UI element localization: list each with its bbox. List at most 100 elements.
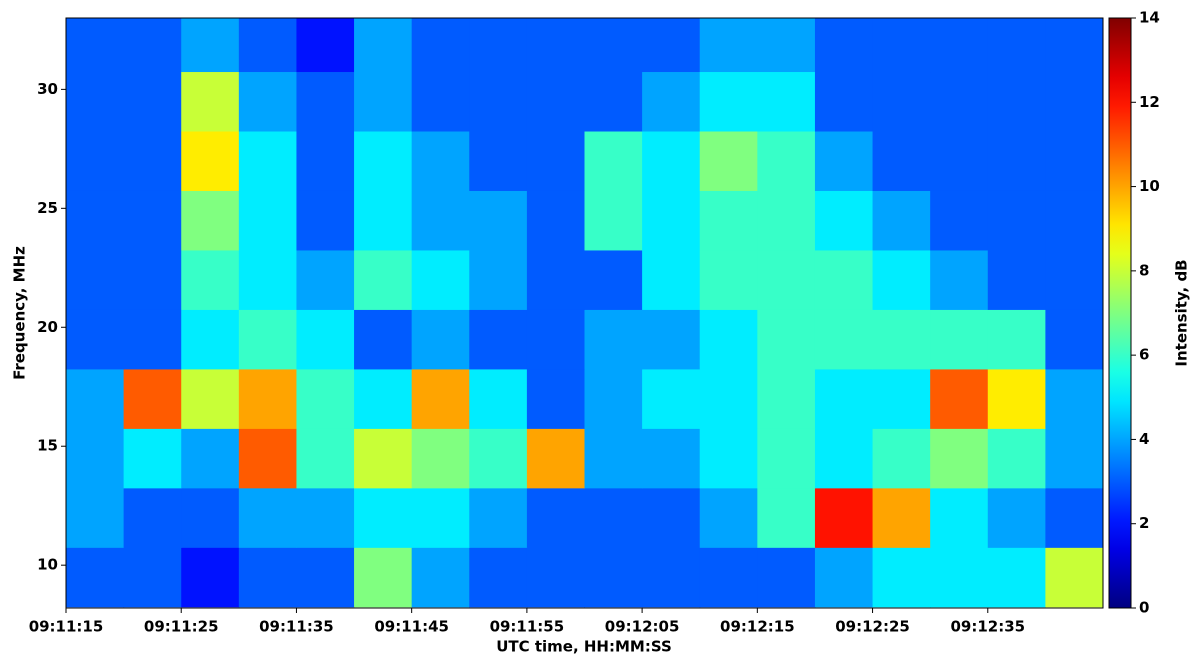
heatmap-cell <box>584 18 643 73</box>
heatmap-cell <box>66 71 125 132</box>
heatmap-cell <box>296 131 355 191</box>
heatmap-cell <box>123 249 182 310</box>
heatmap-cell <box>1045 18 1103 73</box>
heatmap-cell <box>238 18 297 73</box>
heatmap-cell <box>526 131 585 191</box>
heatmap-cell <box>930 487 989 548</box>
heatmap-cell <box>238 487 297 548</box>
heatmap-cell <box>1045 190 1103 251</box>
heatmap-cell <box>584 71 643 132</box>
heatmap-cell <box>1045 547 1103 608</box>
heatmap-cell <box>526 71 585 132</box>
heatmap-cell <box>642 309 701 370</box>
heatmap-cell <box>181 249 240 310</box>
heatmap-cell <box>930 428 989 489</box>
heatmap-cell <box>584 487 643 548</box>
heatmap-cell <box>757 190 816 251</box>
heatmap-cell <box>987 368 1046 429</box>
heatmap-cell <box>757 249 816 310</box>
heatmap-cell <box>66 309 125 370</box>
heatmap-cell <box>354 249 413 310</box>
y-tick-label: 30 <box>37 80 58 98</box>
x-axis-label: UTC time, HH:MM:SS <box>496 638 672 656</box>
heatmap-cell <box>642 487 701 548</box>
heatmap-cell <box>354 368 413 429</box>
heatmap-cell <box>526 18 585 73</box>
heatmap-cell <box>757 71 816 132</box>
y-tick-label: 10 <box>37 556 58 574</box>
heatmap-cell <box>411 249 470 310</box>
heatmap-cell <box>66 249 125 310</box>
heatmap-cell <box>469 131 528 191</box>
x-tick-label: 09:12:35 <box>950 618 1025 636</box>
heatmap-cell <box>123 71 182 132</box>
heatmap-cell <box>814 190 874 251</box>
heatmap-cell <box>1045 428 1103 489</box>
heatmap-cell <box>757 487 816 548</box>
heatmap-cell <box>930 18 989 73</box>
heatmap-cell <box>526 547 585 608</box>
heatmap-cell <box>123 18 182 73</box>
heatmap-cell <box>296 368 355 429</box>
heatmap-cell <box>354 131 413 191</box>
heatmap-cell <box>411 71 470 132</box>
heatmap-cell <box>181 547 240 608</box>
heatmap-cell <box>526 487 585 548</box>
colorbar-label: Intensity, dB <box>1173 259 1190 366</box>
heatmap-cell <box>411 547 470 608</box>
heatmap-cell <box>987 18 1046 73</box>
heatmap-cell <box>181 190 240 251</box>
heatmap-cell <box>872 487 931 548</box>
heatmap-cell <box>238 368 297 429</box>
heatmap-cell <box>526 309 585 370</box>
heatmap-cell <box>642 190 701 251</box>
heatmap-cell <box>66 131 125 191</box>
heatmap-cell <box>181 487 240 548</box>
heatmap-cell <box>814 71 874 132</box>
heatmap-cell <box>411 487 470 548</box>
heatmap-cell <box>642 131 701 191</box>
heatmap-cell <box>66 368 125 429</box>
heatmap-cell <box>66 18 125 73</box>
heatmap-cell <box>987 547 1046 608</box>
heatmap-cell <box>814 487 874 548</box>
heatmap-cell <box>123 368 182 429</box>
heatmap-cell <box>699 428 758 489</box>
heatmap-cell <box>814 428 874 489</box>
x-tick-label: 09:11:35 <box>259 618 334 636</box>
heatmap-cell <box>469 18 528 73</box>
x-tick-label: 09:11:45 <box>374 618 449 636</box>
heatmap-cell <box>123 309 182 370</box>
heatmap-cell <box>872 309 931 370</box>
colorbar-tick-label: 6 <box>1139 346 1149 364</box>
x-tick-label: 09:11:55 <box>490 618 565 636</box>
heatmap-cell <box>181 428 240 489</box>
heatmap-cell <box>123 190 182 251</box>
heatmap-cell <box>987 487 1046 548</box>
heatmap-cell <box>354 428 413 489</box>
heatmap-cell <box>814 249 874 310</box>
heatmap-cell <box>699 368 758 429</box>
heatmap-cell <box>642 368 701 429</box>
colorbar-tick-label: 4 <box>1139 430 1149 448</box>
heatmap-cell <box>814 131 874 191</box>
heatmap-cell <box>757 428 816 489</box>
heatmap-cell <box>66 487 125 548</box>
heatmap-cell <box>123 428 182 489</box>
heatmap-cell <box>238 309 297 370</box>
heatmap-cell <box>930 190 989 251</box>
heatmap-cell <box>987 249 1046 310</box>
x-tick-label: 09:11:15 <box>29 618 104 636</box>
heatmap-cell <box>354 487 413 548</box>
heatmap-cell <box>872 368 931 429</box>
heatmap-cell <box>872 428 931 489</box>
heatmap-cell <box>930 131 989 191</box>
colorbar <box>1108 17 1132 609</box>
heatmap-cell <box>526 249 585 310</box>
heatmap-cell <box>872 71 931 132</box>
heatmap-cell <box>66 547 125 608</box>
heatmap-cell <box>584 428 643 489</box>
heatmap-cell <box>296 18 355 73</box>
heatmap-cell <box>699 131 758 191</box>
